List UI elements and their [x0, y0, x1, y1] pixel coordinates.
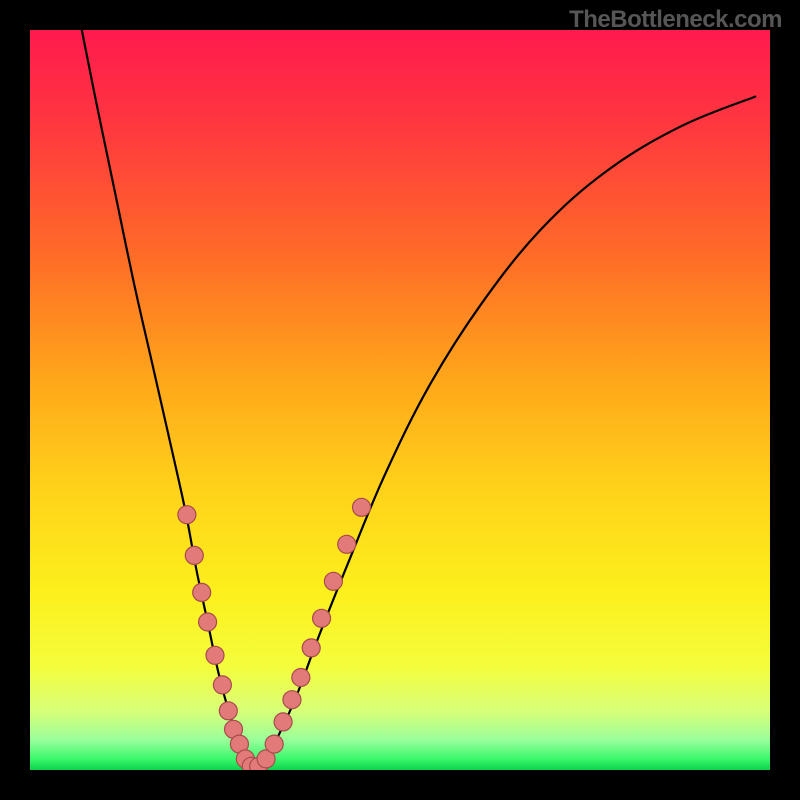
marker-point: [274, 713, 292, 731]
marker-point: [213, 676, 231, 694]
marker-point: [292, 669, 310, 687]
gradient-background: [30, 30, 770, 770]
marker-point: [185, 546, 203, 564]
marker-point: [206, 646, 224, 664]
marker-point: [178, 506, 196, 524]
marker-point: [193, 583, 211, 601]
marker-point: [338, 535, 356, 553]
chart-root: TheBottleneck.com: [0, 0, 800, 800]
marker-point: [265, 735, 283, 753]
marker-point: [283, 691, 301, 709]
marker-point: [353, 498, 371, 516]
marker-point: [219, 702, 237, 720]
chart-svg: [30, 30, 770, 770]
marker-point: [324, 572, 342, 590]
plot-area: [30, 30, 770, 770]
marker-point: [313, 609, 331, 627]
marker-point: [302, 639, 320, 657]
marker-point: [199, 613, 217, 631]
